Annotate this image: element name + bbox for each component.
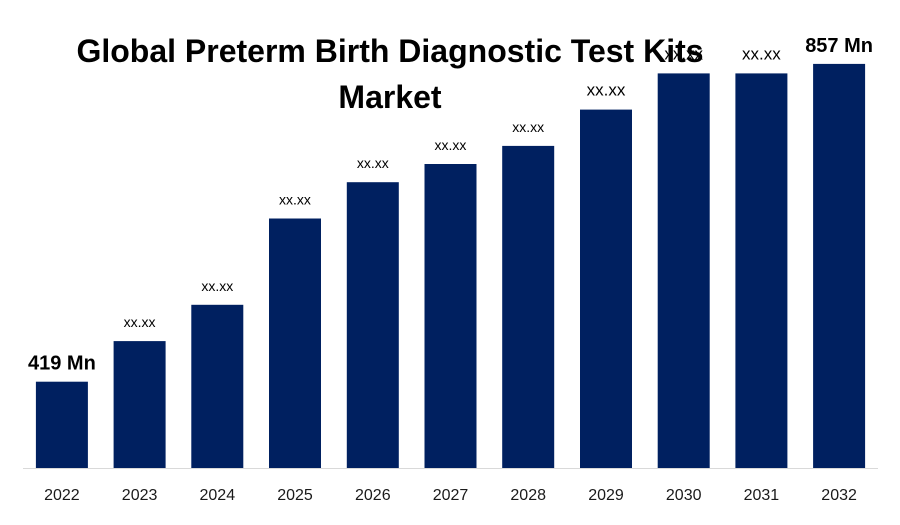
x-tick-label-2032: 2032 <box>821 487 857 504</box>
x-tick-label-2022: 2022 <box>44 487 80 504</box>
data-label-2031: xx.xx <box>742 44 781 63</box>
data-label-2030: xx.xx <box>664 44 703 63</box>
x-tick-label-2029: 2029 <box>588 487 624 504</box>
x-tick-label-2026: 2026 <box>355 487 391 504</box>
chart-title: Global Preterm Birth Diagnostic Test Kit… <box>76 33 704 115</box>
data-label-2027: xx.xx <box>435 137 467 153</box>
bar-2028 <box>502 145 555 468</box>
data-label-2025: xx.xx <box>279 192 311 208</box>
data-label-2023: xx.xx <box>124 314 156 330</box>
data-label-2028: xx.xx <box>512 119 544 135</box>
bar-2029 <box>580 109 632 468</box>
x-tick-label-2027: 2027 <box>433 487 469 504</box>
x-tick-label-2023: 2023 <box>122 487 158 504</box>
data-label-2024: xx.xx <box>201 278 233 294</box>
bar-2025 <box>269 218 321 468</box>
bar-2026 <box>346 182 399 468</box>
data-label-2026: xx.xx <box>357 155 389 171</box>
bar-2032 <box>813 63 866 469</box>
bar-2031 <box>735 73 788 469</box>
x-tick-label-2031: 2031 <box>744 487 780 504</box>
x-tick-label-2025: 2025 <box>277 487 313 504</box>
bar-2027 <box>424 164 477 468</box>
data-label-2022: 419 Mn <box>28 353 96 375</box>
x-tick-label-2030: 2030 <box>666 487 702 504</box>
data-label-2029: xx.xx <box>587 81 626 100</box>
x-tick-label-2028: 2028 <box>510 487 546 504</box>
bar-2022 <box>35 381 88 468</box>
bar-2030 <box>657 73 710 469</box>
x-tick-label-2024: 2024 <box>200 487 236 504</box>
bar-2023 <box>113 341 166 468</box>
bar-2024 <box>191 304 244 468</box>
data-label-2032: 857 Mn <box>805 35 873 57</box>
